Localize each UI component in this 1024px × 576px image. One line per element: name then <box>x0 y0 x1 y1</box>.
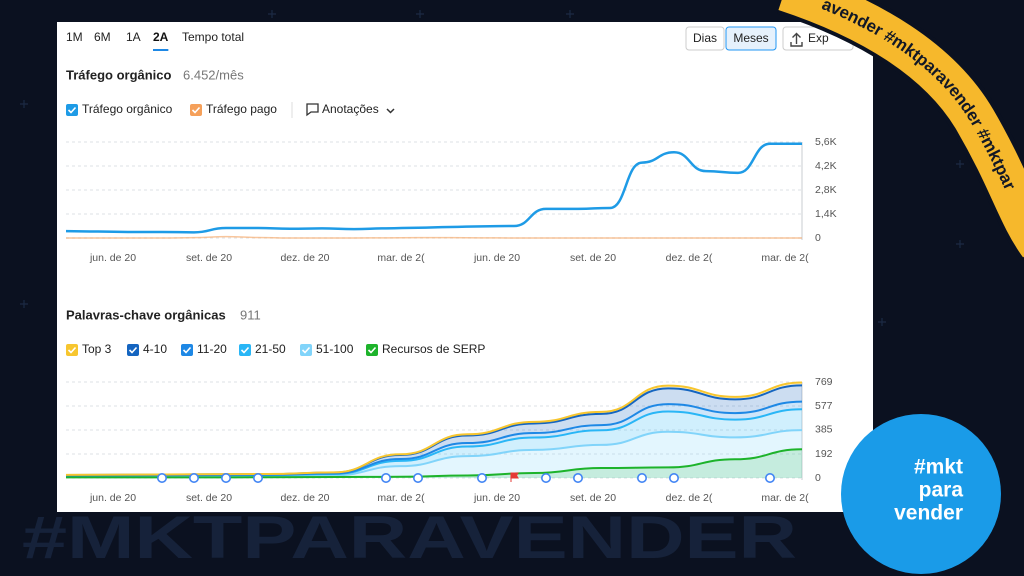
chevron <box>386 108 395 114</box>
view-button[interactable] <box>685 26 725 51</box>
check-mark <box>67 106 77 114</box>
y-tick-label: 2,8K <box>815 184 837 196</box>
serp-icon <box>221 472 232 483</box>
watermark: #MKTPARAVENDER <box>22 504 797 571</box>
x-tick-label: dez. de 2( <box>666 252 713 264</box>
badge <box>841 414 1001 574</box>
badge-line: #mkt <box>914 456 963 479</box>
serp-icon <box>668 472 679 483</box>
serp-icon <box>764 472 775 483</box>
y-tick-label: 192 <box>815 448 833 460</box>
check-mark <box>182 346 192 354</box>
traffic-title: Tráfego orgânico <box>66 67 172 82</box>
annotation-icon <box>306 103 319 117</box>
legend-label: 4-10 <box>143 342 167 356</box>
legend-label: 11-20 <box>197 342 227 356</box>
flag-icon <box>510 472 519 482</box>
area-fill <box>66 430 802 478</box>
view-button[interactable] <box>725 26 777 51</box>
y-tick-label: 4,2K <box>815 160 837 172</box>
x-tick-label: jun. de 20 <box>473 252 520 264</box>
y-tick-label: 5,6K <box>815 136 837 148</box>
legend-label: 51-100 <box>316 342 354 356</box>
export-label: Exp <box>808 31 829 45</box>
legend-label: Tráfego pago <box>206 102 277 116</box>
x-tick-label: set. de 20 <box>186 252 232 264</box>
serp-fill <box>66 449 802 478</box>
y-tick-label: 0 <box>815 472 821 484</box>
check-mark <box>67 346 77 354</box>
y-tick-label: 385 <box>815 424 833 436</box>
legend-label: Tráfego orgânico <box>82 102 173 116</box>
legend-checkbox[interactable] <box>239 344 251 356</box>
legend-checkbox[interactable] <box>190 104 202 116</box>
x-tick-label: dez. de 20 <box>280 252 329 264</box>
serp-icon <box>189 472 200 483</box>
y-tick-label: 0 <box>815 232 821 244</box>
annotations-button[interactable]: Anotações <box>322 102 379 116</box>
x-tick-label: dez. de 20 <box>280 492 329 504</box>
serp-icon <box>253 472 264 483</box>
x-tick-label: jun. de 20 <box>89 252 136 264</box>
serp-icon <box>540 472 551 483</box>
serp-icon <box>476 472 487 483</box>
period-tab[interactable]: Tempo total <box>182 30 244 44</box>
period-tab[interactable]: 1A <box>126 30 141 44</box>
check-mark <box>367 346 377 354</box>
y-tick-label: 1,4K <box>815 208 837 220</box>
view-button-label: Meses <box>733 31 768 45</box>
legend-checkbox[interactable] <box>66 104 78 116</box>
period-tab[interactable]: 1M <box>66 30 83 44</box>
tab-underline <box>153 49 169 51</box>
x-tick-label: mar. de 2( <box>377 252 425 264</box>
serp-icon <box>572 472 583 483</box>
charts: 0 1,4K 2,8K 4,2K 5,6K jun. de 20 set. de 20 dez… <box>65 102 837 504</box>
x-tick-label: mar. de 2( <box>761 492 809 504</box>
x-tick-label: jun. de 20 <box>89 492 136 504</box>
y-tick-label: 769 <box>815 376 833 388</box>
x-tick-label: set. de 20 <box>570 252 616 264</box>
badge-line: vender <box>894 502 963 525</box>
legend-checkbox[interactable] <box>300 344 312 356</box>
ribbon <box>778 0 1024 258</box>
series-line <box>65 235 802 239</box>
serp-icon <box>157 472 168 483</box>
legend-label: 21-50 <box>255 342 286 356</box>
check-mark <box>301 346 311 354</box>
x-tick-label: mar. de 2( <box>377 492 425 504</box>
badge-line: para <box>919 479 964 502</box>
series-line <box>65 381 803 476</box>
keywords-summary: 911 <box>240 307 261 322</box>
x-tick-label: jun. de 20 <box>473 492 520 504</box>
period-tab[interactable]: 2A <box>153 30 169 44</box>
legend-checkbox[interactable] <box>366 344 378 356</box>
x-tick-label: mar. de 2( <box>761 252 809 264</box>
legend-checkbox[interactable] <box>181 344 193 356</box>
y-tick-label: 577 <box>815 400 833 412</box>
toolbar: 1M 6M 1A 2A Tempo total Dias Meses Exp <box>66 26 854 51</box>
keywords-title: Palavras-chave orgânicas <box>66 307 226 322</box>
view-button-label: Dias <box>693 31 717 45</box>
check-mark <box>128 346 138 354</box>
x-tick-label: dez. de 2( <box>666 492 713 504</box>
serp-icon <box>380 472 391 483</box>
export-icon <box>790 32 803 47</box>
serp-icon <box>412 472 423 483</box>
period-tab[interactable]: 6M <box>94 30 111 44</box>
serp-icon <box>636 472 647 483</box>
check-mark <box>240 346 250 354</box>
legend-checkbox[interactable] <box>127 344 139 356</box>
x-tick-label: set. de 20 <box>570 492 616 504</box>
traffic-summary: 6.452/mês <box>183 67 244 82</box>
legend-checkbox[interactable] <box>66 344 78 356</box>
check-mark <box>191 106 201 114</box>
legend-label: Recursos de SERP <box>382 342 485 356</box>
series-line <box>65 142 802 234</box>
x-tick-label: set. de 20 <box>186 492 232 504</box>
legend-label: Top 3 <box>82 342 112 356</box>
